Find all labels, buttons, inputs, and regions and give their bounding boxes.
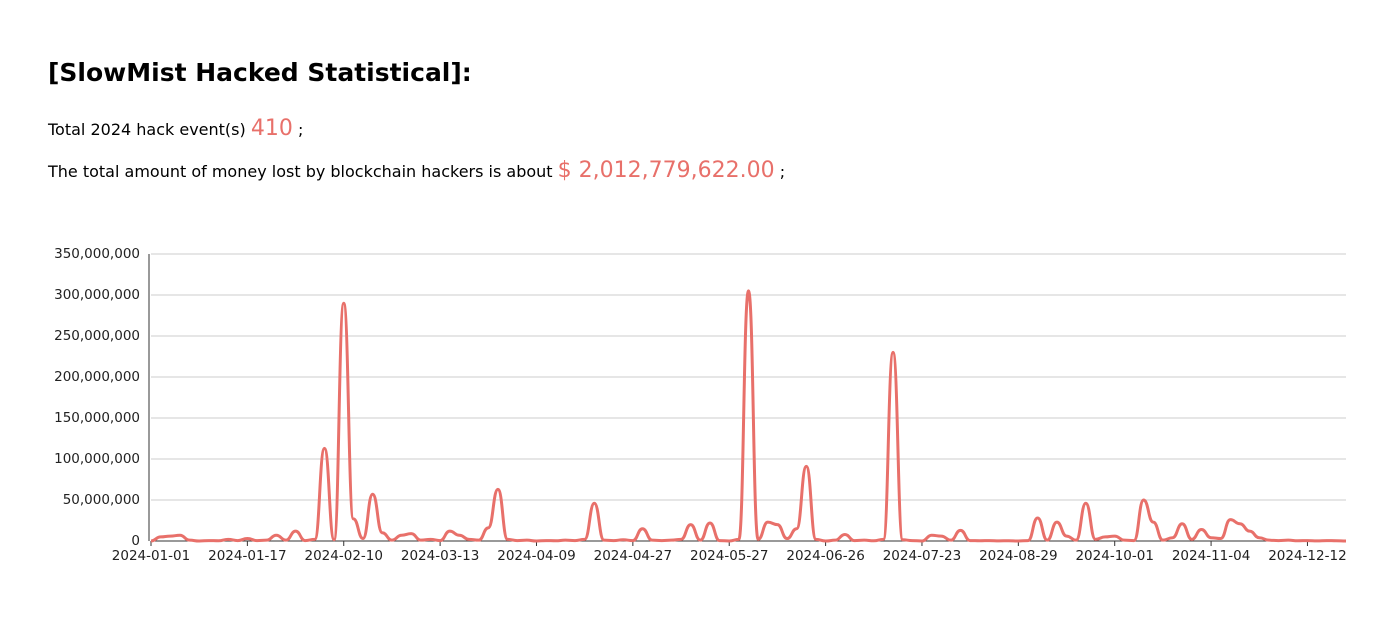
y-tick-label: 150,000,000	[54, 410, 140, 426]
loss-end: ;	[779, 162, 786, 181]
x-tick-label: 2024-02-10	[305, 548, 383, 564]
x-tick-label: 2024-03-13	[401, 548, 479, 564]
x-tick-label: 2024-04-09	[497, 548, 575, 564]
loss-amount: $ 2,012,779,622.00	[557, 158, 775, 183]
x-tick-label: 2024-06-26	[786, 548, 864, 564]
events-line: Total 2024 hack event(s) 410 ;	[48, 116, 303, 141]
y-tick-label: 200,000,000	[54, 369, 140, 385]
x-tick-label: 2024-08-29	[979, 548, 1057, 564]
events-end: ;	[297, 120, 304, 139]
page-title: [SlowMist Hacked Statistical]:	[48, 58, 472, 87]
data-line	[150, 289, 1347, 543]
x-tick-label: 2024-01-17	[208, 548, 286, 564]
x-tick-label: 2024-05-27	[690, 548, 768, 564]
x-tick-label: 2024-04-27	[594, 548, 672, 564]
y-tick-label: 250,000,000	[54, 328, 140, 344]
x-tick-label: 2024-11-04	[1172, 548, 1250, 564]
events-label: Total 2024 hack event(s)	[48, 120, 246, 139]
y-tick-label: 50,000,000	[63, 492, 140, 508]
x-tick-label: 2024-12-12	[1268, 548, 1346, 564]
y-tick-label: 350,000,000	[54, 246, 140, 262]
x-tick-label: 2024-10-01	[1075, 548, 1153, 564]
y-tick-label: 0	[131, 533, 140, 549]
loss-line: The total amount of money lost by blockc…	[48, 158, 785, 183]
x-tick-label: 2024-01-01	[112, 548, 190, 564]
x-tick-label: 2024-07-23	[883, 548, 961, 564]
y-tick-label: 100,000,000	[54, 451, 140, 467]
loss-label: The total amount of money lost by blockc…	[48, 162, 553, 181]
y-tick-label: 300,000,000	[54, 287, 140, 303]
events-count: 410	[250, 116, 293, 141]
